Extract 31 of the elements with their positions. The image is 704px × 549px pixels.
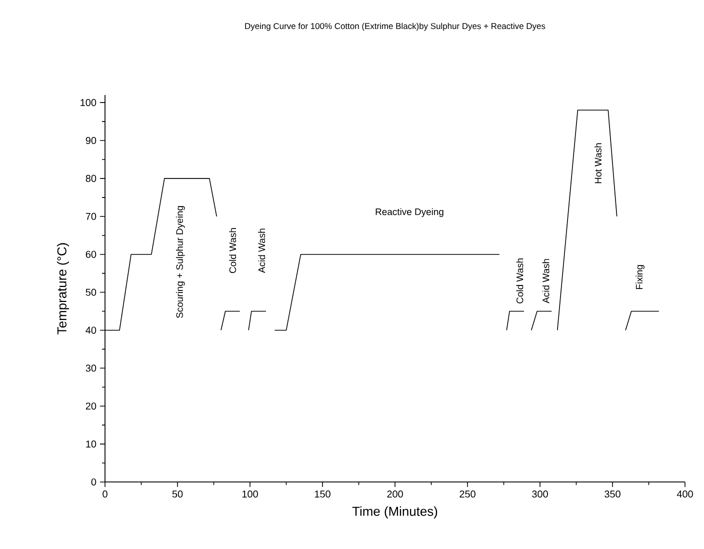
annotation: Acid Wash <box>258 228 266 273</box>
annotation: Scouring + Sulphur Dyeing <box>176 206 185 318</box>
annotation: Cold Wash <box>229 228 236 274</box>
x-tick-label: 100 <box>242 490 258 498</box>
annotation: Acid Wash <box>542 259 550 304</box>
y-tick-label: 60 <box>86 250 96 258</box>
x-tick-label: 200 <box>387 490 403 498</box>
x-tick-label: 350 <box>604 490 620 498</box>
x-tick-label: 250 <box>460 490 476 498</box>
y-tick-label: 80 <box>86 174 96 182</box>
annotation: Reactive Dyeing <box>376 208 444 218</box>
y-tick-label: 90 <box>86 136 96 144</box>
chart-title: Dyeing Curve for 100% Cotton (Extrime Black)by Sulphur Dyes + Reactive Dyes <box>245 22 546 31</box>
y-tick-label: 0 <box>91 478 96 486</box>
x-tick-label: 400 <box>676 490 693 498</box>
y-tick-label: 70 <box>86 212 96 220</box>
x-tick-label: 50 <box>172 490 183 498</box>
annotation: Hot Wash <box>594 143 602 184</box>
x-tick-label: 0 <box>102 490 108 498</box>
y-tick-label: 100 <box>80 99 96 106</box>
x-tick-label: 150 <box>314 490 330 498</box>
y-tick-label: 30 <box>86 364 96 372</box>
x-axis-title: Time (Minutes) <box>352 506 438 518</box>
annotation: Cold Wash <box>516 258 524 304</box>
y-tick-label: 40 <box>86 326 96 334</box>
y-tick-label: 50 <box>86 288 96 296</box>
x-tick-label: 300 <box>532 490 548 498</box>
y-axis-title: Temprature (°C) <box>56 243 70 334</box>
y-tick-label: 10 <box>86 440 96 448</box>
annotation: Fixing <box>636 265 644 289</box>
y-tick-label: 20 <box>86 402 96 410</box>
